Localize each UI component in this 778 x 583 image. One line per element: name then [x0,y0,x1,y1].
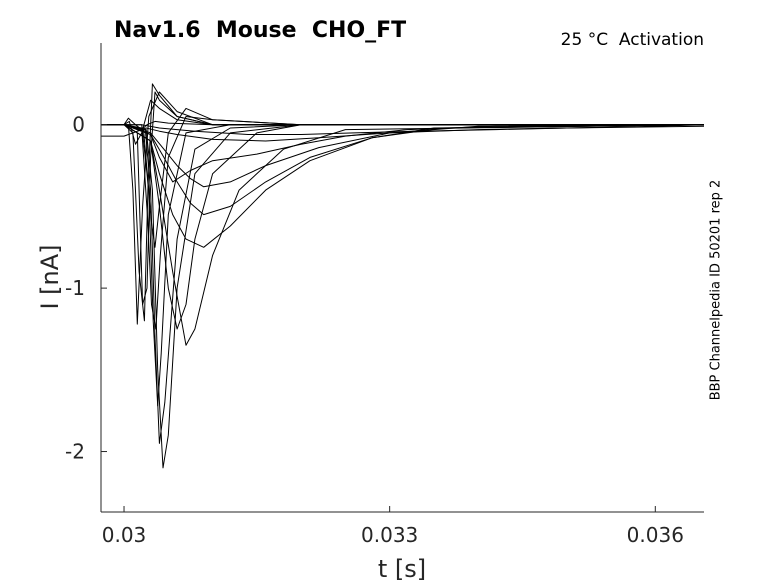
current-trace-11 [101,124,704,330]
current-trace-10 [101,124,704,469]
current-trace-13 [101,124,705,248]
x-tick-label: 0.03 [102,523,147,547]
chart-subtitle: 25 °C Activation [560,30,704,50]
current-trace-9 [101,124,704,444]
x-axis-label: t [s] [378,555,426,583]
x-tick-label: 0.033 [361,523,418,547]
current-trace-7 [101,116,704,330]
chart-title: Nav1.6 Mouse CHO_FT [114,18,407,43]
y-ticks-group: 0 -1 -2 [65,113,107,464]
y-tick-label: -2 [65,440,85,464]
current-trace-16 [101,124,705,183]
x-ticks-group: 0.03 0.033 0.036 [102,506,684,547]
y-tick-label: 0 [72,113,85,137]
traces-group [101,83,705,469]
current-trace-2 [101,99,704,145]
x-tick-label: 0.036 [627,523,684,547]
y-axis-label: I [nA] [36,244,64,309]
current-trace-12 [101,124,705,346]
y-tick-label: -1 [65,276,85,300]
current-trace-18 [101,124,705,135]
